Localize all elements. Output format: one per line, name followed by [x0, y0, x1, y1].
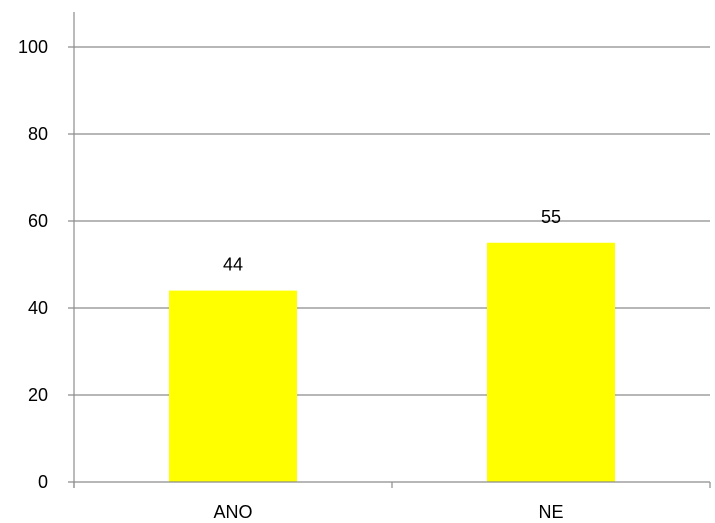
bar-ano — [169, 290, 297, 482]
x-tick-label-ano: ANO — [213, 502, 252, 522]
y-tick-label-60: 60 — [28, 211, 48, 231]
y-tick-label-100: 100 — [18, 37, 48, 57]
y-tick-label-80: 80 — [28, 124, 48, 144]
bars — [169, 242, 615, 482]
y-tick-label-40: 40 — [28, 298, 48, 318]
data-label-ne: 55 — [541, 207, 561, 227]
y-tick-label-0: 0 — [38, 472, 48, 492]
data-label-ano: 44 — [223, 255, 243, 275]
axes — [68, 12, 711, 488]
bar-ne — [487, 242, 615, 482]
x-tick-label-ne: NE — [538, 502, 563, 522]
labels: 0 20 40 60 80 100 44 ANO 55 NE — [18, 37, 564, 522]
y-tick-label-20: 20 — [28, 385, 48, 405]
